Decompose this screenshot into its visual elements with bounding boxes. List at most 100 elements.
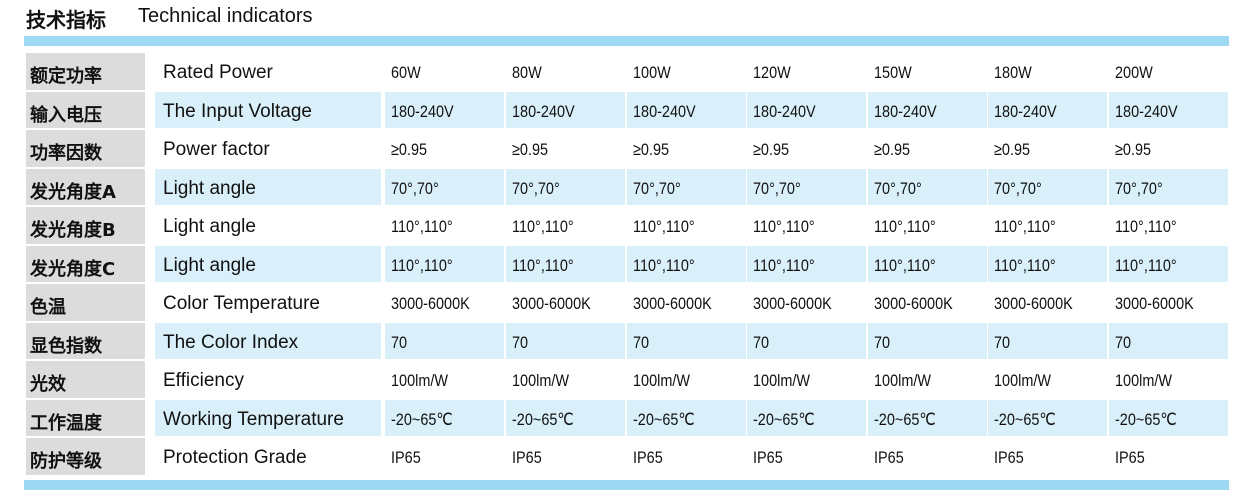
- row-label-cn: 工作温度: [30, 412, 102, 434]
- row-label-en: Power factor: [163, 139, 270, 160]
- row-label-en: Working Temperature: [163, 408, 344, 430]
- row-band: [506, 322, 625, 359]
- row-label-en: The Color Index: [163, 331, 299, 353]
- row-band: [155, 245, 381, 282]
- cell-value: 180-240V: [994, 101, 1057, 121]
- row-band: [627, 168, 746, 205]
- row-label-en: The Input Voltage: [163, 100, 312, 122]
- cell-value: 100lm/W: [753, 371, 811, 390]
- row-label-cn: 额定功率: [30, 66, 102, 87]
- label-cell: [26, 438, 145, 475]
- row-label-cn: 防护等级: [30, 451, 102, 472]
- cell-value: 110°,110°: [512, 217, 574, 236]
- cell-value: IP65: [874, 448, 904, 467]
- cell-value: 70: [1115, 332, 1132, 352]
- cell-value: 180-240V: [633, 101, 696, 121]
- cell-value: IP65: [994, 448, 1024, 467]
- cell-value: 100lm/W: [512, 371, 570, 390]
- cell-value: ≥0.95: [1115, 140, 1152, 159]
- row-band: [747, 168, 866, 205]
- cell-value: 100lm/W: [391, 371, 449, 390]
- cell-value: 3000-6000K: [512, 294, 591, 313]
- cell-value: 110°,110°: [391, 217, 453, 236]
- row-band: [155, 168, 381, 205]
- cell-value: 70°,70°: [994, 178, 1042, 198]
- cell-value: 70: [633, 332, 650, 352]
- row-band: [1109, 168, 1228, 205]
- cell-value: 100lm/W: [994, 371, 1052, 390]
- cell-value: 70: [512, 332, 529, 352]
- row-band: [1109, 91, 1228, 128]
- cell-value: 110°,110°: [753, 255, 815, 275]
- cell-value: 120W: [753, 63, 791, 82]
- row-band: [988, 168, 1107, 205]
- row-band: [385, 399, 504, 436]
- label-cell: [26, 207, 145, 244]
- label-cell: [26, 168, 145, 205]
- cell-value: 100W: [633, 63, 671, 82]
- cell-value: 3000-6000K: [633, 294, 712, 313]
- cell-value: IP65: [391, 448, 421, 467]
- row-band: [988, 399, 1107, 436]
- cell-value: 70°,70°: [1115, 178, 1163, 198]
- row-band: [868, 322, 987, 359]
- title-en: Technical indicators: [138, 5, 313, 27]
- cell-value: 70°,70°: [874, 178, 922, 198]
- cell-value: 70°,70°: [512, 178, 560, 198]
- cell-value: 3000-6000K: [994, 294, 1073, 313]
- cell-value: ≥0.95: [994, 140, 1031, 159]
- cell-value: 100lm/W: [874, 371, 932, 390]
- cell-value: ≥0.95: [633, 140, 670, 159]
- row-band: [747, 245, 866, 282]
- cell-value: -20~65℃: [1115, 409, 1177, 429]
- row-band: [506, 399, 625, 436]
- row-band: [747, 91, 866, 128]
- row-band: [385, 91, 504, 128]
- cell-value: 3000-6000K: [753, 294, 832, 313]
- cell-value: 180-240V: [874, 101, 937, 121]
- row-band: [155, 91, 381, 128]
- row-band: [155, 322, 381, 359]
- cell-value: 180-240V: [753, 101, 816, 121]
- row-band: [868, 399, 987, 436]
- row-label-cn: 功率因数: [30, 143, 102, 164]
- cell-value: ≥0.95: [874, 140, 911, 159]
- row-label-en: Protection Grade: [163, 447, 307, 468]
- row-band: [868, 168, 987, 205]
- top-bar: [24, 36, 1229, 46]
- row-band: [385, 322, 504, 359]
- label-cell: [26, 53, 145, 90]
- cell-value: 180-240V: [1115, 101, 1178, 121]
- cell-value: IP65: [633, 448, 663, 467]
- cell-value: 70: [994, 332, 1011, 352]
- cell-value: 110°,110°: [1115, 217, 1177, 236]
- row-band: [868, 91, 987, 128]
- cell-value: ≥0.95: [753, 140, 790, 159]
- row-band: [627, 91, 746, 128]
- cell-value: ≥0.95: [512, 140, 549, 159]
- cell-value: 110°,110°: [1115, 255, 1177, 275]
- row-band: [506, 168, 625, 205]
- label-cell: [26, 361, 145, 398]
- cell-value: 60W: [391, 63, 421, 82]
- row-band: [988, 91, 1107, 128]
- cell-value: 3000-6000K: [391, 294, 470, 313]
- row-band: [155, 399, 381, 436]
- cell-value: 110°,110°: [633, 255, 695, 275]
- row-label-en: Rated Power: [163, 62, 273, 83]
- cell-value: 80W: [512, 63, 542, 82]
- cell-value: 100lm/W: [633, 371, 691, 390]
- cell-value: IP65: [512, 448, 542, 467]
- row-band: [988, 322, 1107, 359]
- cell-value: 70°,70°: [391, 178, 439, 198]
- cell-value: -20~65℃: [994, 409, 1056, 429]
- bottom-bar: [24, 480, 1229, 490]
- cell-value: 110°,110°: [874, 255, 936, 275]
- row-band: [506, 91, 625, 128]
- cell-value: 200W: [1115, 63, 1153, 82]
- cell-value: 110°,110°: [633, 217, 695, 236]
- row-label-en: Efficiency: [163, 370, 244, 391]
- row-band: [988, 245, 1107, 282]
- cell-value: -20~65℃: [753, 409, 815, 429]
